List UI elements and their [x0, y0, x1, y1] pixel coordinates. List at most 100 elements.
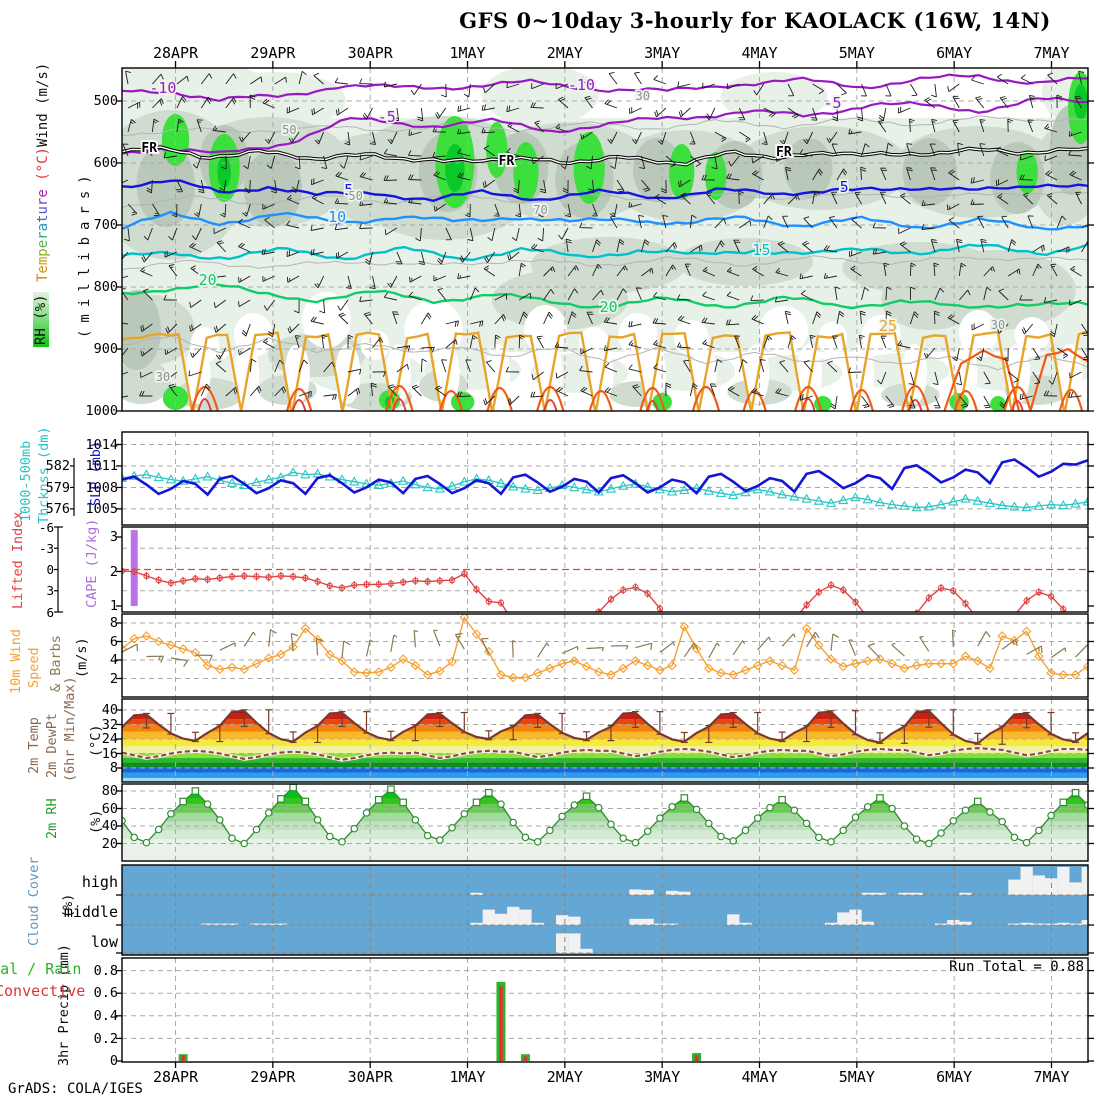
axis-tick-label: 6: [46, 604, 54, 620]
panel-wind10m: [122, 614, 1088, 697]
panel-slp-thickness: [122, 432, 1088, 525]
axis-tick-label: 1011: [85, 458, 118, 475]
axis-tick-label: 2: [109, 670, 118, 687]
axis-tick-label: 1005: [85, 501, 118, 518]
date-label-bottom: 3MAY: [644, 1068, 681, 1086]
axis-tick-label: 3: [109, 529, 118, 546]
panel-rh2m: [122, 784, 1088, 861]
svg-text:30: 30: [991, 318, 1005, 332]
axis-tick-label: 40: [101, 702, 118, 719]
rainbow-letter: u: [35, 206, 51, 215]
axis-tick-label: 1008: [85, 479, 118, 496]
panel-upper-air: [122, 68, 1088, 411]
svg-text:-10: -10: [568, 76, 595, 94]
axis-tick-label: 8: [109, 760, 118, 777]
svg-text:20: 20: [600, 298, 618, 316]
rainbow-letter: e: [35, 189, 51, 198]
date-label-bottom: 4MAY: [741, 1068, 778, 1086]
axis-tick-label: 700: [93, 217, 118, 234]
svg-text:5: 5: [840, 178, 849, 196]
panel4-frame: [116, 613, 1094, 698]
axis-tick-label: 6: [109, 633, 118, 650]
axis-title-segment: RH (%): [33, 292, 49, 347]
axis-tick-label: 0.4: [93, 1008, 118, 1025]
date-label-top: 28APR: [152, 44, 199, 62]
date-label-bottom: 7MAY: [1033, 1068, 1070, 1086]
panel-temp2m: [122, 699, 1088, 782]
axis-tick-label: 0: [109, 1053, 118, 1070]
panel1-frame: [116, 61, 1094, 412]
axis-tick-label: 24: [101, 731, 118, 748]
date-label-top: 5MAY: [838, 44, 875, 62]
axis-tick-label: 0: [46, 562, 54, 578]
svg-text:15: 15: [752, 241, 770, 259]
rainbow-letter: r: [35, 197, 51, 207]
axis-tick-label: 20: [101, 835, 118, 852]
svg-text:-5: -5: [378, 108, 396, 126]
panel5-frame: [116, 698, 1094, 783]
axis-tick-label: 3: [46, 583, 54, 599]
axis-title-p1-mb: (millibars): [77, 168, 93, 338]
svg-text:10: 10: [328, 208, 346, 226]
date-label-bottom: 30APR: [347, 1068, 393, 1086]
svg-text:FR: FR: [141, 141, 157, 156]
date-label-bottom: 1MAY: [449, 1068, 486, 1086]
rainbow-letter: e: [35, 265, 51, 274]
date-label-bottom: 28APR: [152, 1068, 199, 1086]
svg-text:20: 20: [199, 271, 217, 289]
date-label-top: 3MAY: [644, 44, 681, 62]
axis-tick-label: 4: [109, 652, 118, 669]
axis-tick-label: 582: [45, 458, 70, 475]
svg-text:30: 30: [635, 89, 649, 103]
date-label-top: 7MAY: [1033, 44, 1070, 62]
axis-tick-label: 80: [101, 783, 118, 800]
axis-tick-label: 0.2: [93, 1030, 118, 1047]
axis-tick-label: 579: [45, 479, 70, 496]
svg-text:70: 70: [533, 203, 547, 217]
svg-text:30: 30: [156, 370, 170, 384]
axis-tick-label: 1000: [85, 403, 118, 420]
panel2-frame: [70, 431, 1094, 526]
cloud-row-label: low: [90, 933, 118, 951]
panel-li-cape: [122, 527, 1088, 612]
cloud-row-label: high: [81, 873, 118, 891]
svg-text:-5: -5: [823, 94, 841, 112]
date-label-top: 30APR: [347, 44, 393, 62]
axis-tick-label: 1: [109, 598, 118, 615]
axis-tick-label: 16: [101, 745, 118, 762]
svg-text:50: 50: [282, 123, 296, 137]
precip-legend-convective: Convective: [0, 982, 86, 1000]
grads-credit: GrADS: COLA/IGES: [8, 1081, 143, 1097]
panel-cloud-cover: [122, 865, 1088, 955]
date-label-top: 29APR: [250, 44, 296, 62]
axis-title-p1-rh: RH (%): [33, 292, 49, 347]
date-label-top: 4MAY: [741, 44, 778, 62]
rainbow-letter: p: [35, 248, 51, 257]
date-label-top: 6MAY: [936, 44, 973, 62]
axis-title-segment: (millibars): [77, 168, 93, 338]
date-label-top: 2MAY: [546, 44, 583, 62]
svg-text:50: 50: [348, 189, 362, 203]
panel6-frame: [116, 783, 1094, 862]
panel7-frame: [116, 864, 1094, 956]
axis-tick-label: 32: [101, 716, 118, 733]
cloud-row-label: middle: [63, 903, 118, 921]
axis-tick-label: 1014: [85, 436, 118, 453]
axis-tick-label: 600: [93, 155, 118, 172]
rainbow-letter: e: [35, 239, 51, 249]
axis-tick-label: 800: [93, 279, 118, 296]
svg-text:FR: FR: [499, 154, 515, 169]
upper-contour-labels: -10 -10 -5 -5 5 5 10 15 20 20 25 50 50 30 30 30 70 FR FR FR: [140, 74, 1007, 386]
page-title: GFS 0~10day 3-hourly for KAOLACK (16W, 1…: [459, 8, 1051, 33]
axis-tick-label: 40: [101, 818, 118, 835]
axis-tick-label: 8: [109, 615, 118, 632]
axis-tick-label: 2: [109, 563, 118, 580]
svg-text:-10: -10: [149, 79, 176, 97]
axis-tick-label: -6: [38, 519, 54, 535]
date-label-bottom: 5MAY: [838, 1068, 875, 1086]
axis-tick-label: 60: [101, 800, 118, 817]
axis-tick-label: 900: [93, 341, 118, 358]
axis-tick-label: 0.8: [93, 962, 118, 979]
